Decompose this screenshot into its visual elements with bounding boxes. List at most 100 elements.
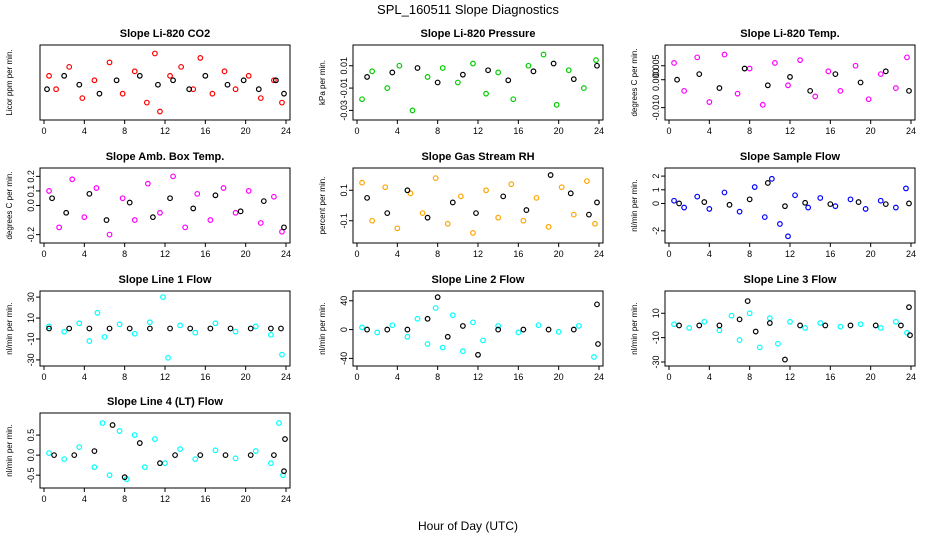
point-6-1-5: [146, 325, 153, 332]
point-9-1-12: [281, 468, 287, 475]
point-9-0-10: [152, 436, 158, 442]
x-tick-label-7-1: 4: [395, 372, 400, 382]
point-8-1-7: [782, 356, 788, 363]
x-tick-label-5-2: 8: [747, 249, 752, 259]
y-tick-label-8-0: -30: [651, 355, 661, 368]
panel-title-6: Slope Line 1 Flow: [119, 274, 212, 286]
point-3-0-13: [207, 217, 214, 223]
point-8-0-12: [817, 320, 824, 326]
point-7-0-11: [480, 337, 486, 344]
point-6-0-0: [46, 323, 52, 330]
x-tick-label-4-1: 4: [395, 249, 400, 259]
panel-1: Slope Li-820 Pressure 0 4 8 12 16 20 24 -0.03-0.…: [318, 28, 604, 136]
point-3-0-0: [46, 188, 52, 194]
point-9-1-4: [121, 474, 128, 481]
x-tick-label-1-1: 4: [395, 126, 400, 136]
point-2-0-1: [681, 87, 688, 94]
panel-title-9: Slope Line 4 (LT) Flow: [107, 396, 223, 408]
y-tick-label-2-0: -0.010: [651, 95, 661, 121]
point-1-0-16: [580, 85, 587, 91]
point-8-1-8: [797, 322, 803, 329]
point-2-1-10: [906, 87, 912, 94]
x-tick-label-1-0: 0: [354, 126, 359, 136]
point-9-0-0: [46, 450, 52, 457]
point-5-0-5: [736, 208, 743, 215]
point-0-1-0: [44, 86, 50, 93]
x-tick-label-3-0: 0: [41, 249, 46, 259]
x-tick-label-5-5: 20: [866, 249, 876, 259]
point-0-0-4: [91, 77, 98, 84]
point-7-1-12: [594, 301, 600, 308]
panel-7: Slope Line 2 Flow 0 4 8 12 16 20 24 -40 0 40 nl/min…: [318, 274, 604, 382]
x-tick-label-9-0: 0: [41, 494, 46, 504]
point-5-1-5: [782, 203, 788, 210]
point-6-1-0: [46, 325, 52, 332]
y-tick-label-6-1: -10: [26, 332, 36, 345]
point-6-1-7: [187, 325, 194, 332]
plot-frame-7: [352, 290, 604, 367]
point-5-1-6: [802, 199, 809, 206]
point-2-0-8: [771, 60, 778, 66]
panel-9: Slope Line 4 (LT) Flow 0 4 8 12 16 20 24 -0.5 0.0…: [5, 396, 291, 504]
point-1-0-9: [483, 90, 489, 97]
plot-frame-9: [39, 412, 291, 489]
x-tick-label-9-1: 4: [82, 494, 87, 504]
point-3-1-4: [126, 199, 133, 206]
y-tick-label-4-0: -0.1: [339, 213, 349, 229]
y-axis-label-2: degrees C per min.: [630, 48, 639, 116]
point-2-0-12: [825, 68, 832, 75]
point-0-0-14: [197, 55, 204, 61]
point-8-1-3: [736, 316, 743, 323]
point-6-0-17: [279, 351, 285, 358]
x-tick-label-7-2: 8: [435, 372, 440, 382]
point-0-0-8: [143, 99, 150, 106]
x-tick-label-6-0: 0: [41, 372, 46, 382]
point-4-0-0: [359, 179, 365, 186]
point-3-0-14: [220, 185, 227, 191]
point-8-0-6: [746, 310, 753, 317]
point-9-0-12: [177, 446, 184, 452]
y-tick-label-1-0: -0.03: [339, 100, 349, 121]
point-0-0-6: [119, 90, 126, 97]
y-tick-label-8-1: -10: [651, 331, 661, 344]
point-7-1-8: [495, 326, 502, 333]
panel-title-4: Slope Gas Stream RH: [421, 151, 534, 163]
point-3-0-6: [119, 195, 126, 202]
point-3-1-0: [49, 195, 55, 202]
y-tick-label-3-1: 0.0: [26, 199, 36, 212]
point-8-0-8: [766, 315, 773, 322]
point-5-0-4: [721, 189, 728, 196]
point-5-0-8: [768, 175, 775, 182]
point-1-0-8: [470, 60, 476, 67]
point-9-1-3: [109, 422, 116, 428]
y-tick-label-5-3: 2: [651, 174, 661, 179]
y-tick-label-9-2: 0.5: [26, 429, 36, 442]
point-0-0-7: [131, 68, 138, 75]
y-tick-label-6-2: 10: [26, 313, 36, 323]
x-tick-label-8-6: 24: [906, 372, 916, 382]
point-4-1-4: [449, 199, 456, 206]
x-tick-label-9-6: 24: [281, 494, 291, 504]
point-7-0-6: [432, 305, 439, 311]
point-0-0-5: [106, 59, 113, 66]
point-7-1-7: [475, 351, 481, 358]
point-4-0-6: [432, 175, 439, 181]
point-4-1-5: [473, 210, 479, 217]
y-tick-label-3-3: 0.2: [26, 170, 36, 183]
point-1-0-1: [369, 68, 376, 75]
point-9-0-9: [141, 464, 148, 471]
panel-title-3: Slope Amb. Box Temp.: [106, 151, 225, 163]
y-axis-label-0: Licor ppm per min.: [5, 49, 14, 115]
point-7-0-10: [470, 319, 476, 326]
point-1-1-9: [570, 76, 577, 83]
y-tick-label-9-0: -0.5: [26, 467, 36, 483]
panel-title-5: Slope Sample Flow: [740, 151, 841, 163]
point-5-1-2: [726, 201, 733, 208]
plot-frame-8: [664, 290, 916, 367]
x-tick-label-6-2: 8: [122, 372, 127, 382]
point-4-0-4: [407, 190, 414, 197]
point-4-0-7: [444, 220, 451, 227]
x-tick-label-9-2: 8: [122, 494, 127, 504]
y-tick-label-2-2: 0.005: [651, 54, 661, 77]
x-tick-label-0-2: 8: [122, 126, 127, 136]
